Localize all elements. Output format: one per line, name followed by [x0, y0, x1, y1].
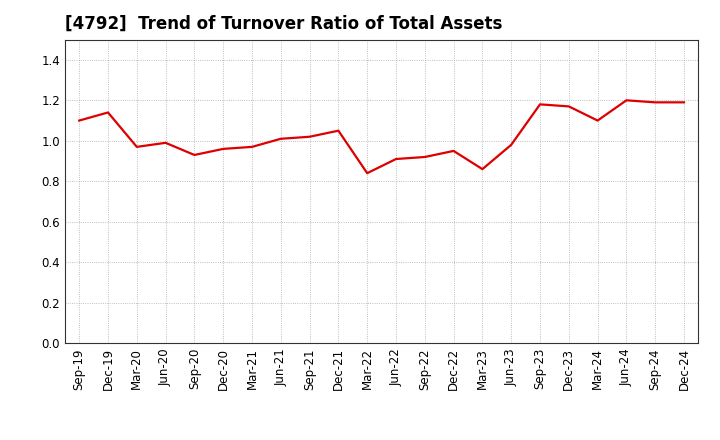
Text: [4792]  Trend of Turnover Ratio of Total Assets: [4792] Trend of Turnover Ratio of Total …: [65, 15, 502, 33]
